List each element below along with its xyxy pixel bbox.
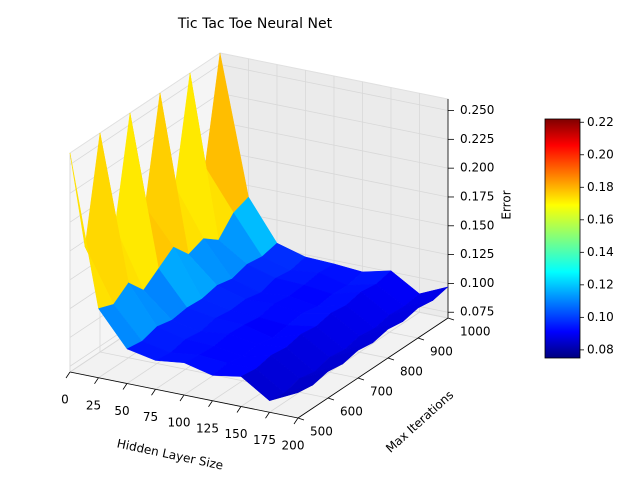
colorbar-tick-label: 0.12 [587, 277, 614, 291]
grid-line [219, 64, 449, 111]
surface-patch [269, 384, 314, 401]
colorbar-tick-label: 0.10 [587, 310, 614, 324]
x-tick-label: 200 [282, 439, 305, 453]
z-tick-label: 0.225 [460, 132, 494, 146]
x-tick-label: 25 [86, 398, 101, 412]
chart-title: Tic Tac Toe Neural Net [177, 16, 333, 32]
x-tick [151, 389, 156, 396]
y-tick [387, 357, 395, 361]
z-tick-label: 0.200 [460, 161, 494, 175]
x-tick-label: 175 [253, 433, 276, 447]
y-axis [297, 317, 449, 419]
y-tick [297, 417, 305, 421]
x-tick [293, 417, 299, 425]
x-tick-label: 125 [196, 421, 219, 435]
x-tick [122, 383, 128, 390]
z-tick-label: 0.075 [460, 305, 494, 319]
z-tick-label: 0.125 [460, 247, 494, 261]
grid-line [69, 64, 221, 165]
y-tick-label: 900 [430, 345, 453, 359]
x-tick-label: 0 [61, 393, 69, 407]
colorbar-tick-label: 0.20 [587, 147, 614, 161]
z-tick-label: 0.250 [460, 103, 494, 117]
grid-line [219, 150, 449, 198]
colorbar-tick-label: 0.18 [587, 180, 614, 194]
y-tick-label: 600 [340, 405, 363, 419]
y-tick [447, 317, 455, 321]
grid-line [219, 92, 449, 140]
colorbar-tick-label: 0.14 [587, 245, 614, 259]
x-tick [236, 406, 242, 413]
colorbar [544, 118, 581, 359]
z-tick-label: 0.175 [460, 189, 494, 203]
y-tick [327, 397, 335, 401]
x-tick [65, 371, 71, 379]
grid-line [219, 179, 449, 227]
x-tick [179, 394, 185, 402]
x-tick-label: 150 [225, 427, 248, 441]
y-tick-label: 700 [370, 385, 393, 399]
z-tick-label: 0.100 [460, 276, 494, 290]
y-tick-label: 1000 [460, 325, 491, 339]
x-tick [94, 377, 99, 384]
colorbar-tick-label: 0.08 [587, 342, 614, 356]
x-tick-label: 100 [168, 416, 191, 430]
grid-line [219, 121, 449, 169]
y-axis-label: Max Iterations [383, 388, 456, 456]
colorbar-tick-label: 0.16 [587, 212, 614, 226]
x-axis [69, 371, 299, 419]
colorbar-tick-label: 0.22 [587, 115, 614, 129]
x-tick-label: 50 [114, 404, 129, 418]
x-axis-label: Hidden Layer Size [116, 436, 225, 472]
x-tick [208, 400, 213, 407]
z-tick-label: 0.150 [460, 218, 494, 232]
y-tick-label: 500 [310, 425, 333, 439]
x-tick [265, 412, 270, 419]
y-tick [417, 337, 425, 341]
y-tick-label: 800 [400, 365, 423, 379]
y-tick [357, 377, 365, 381]
x-tick-label: 75 [143, 410, 158, 424]
z-axis-label: Error [500, 190, 514, 219]
